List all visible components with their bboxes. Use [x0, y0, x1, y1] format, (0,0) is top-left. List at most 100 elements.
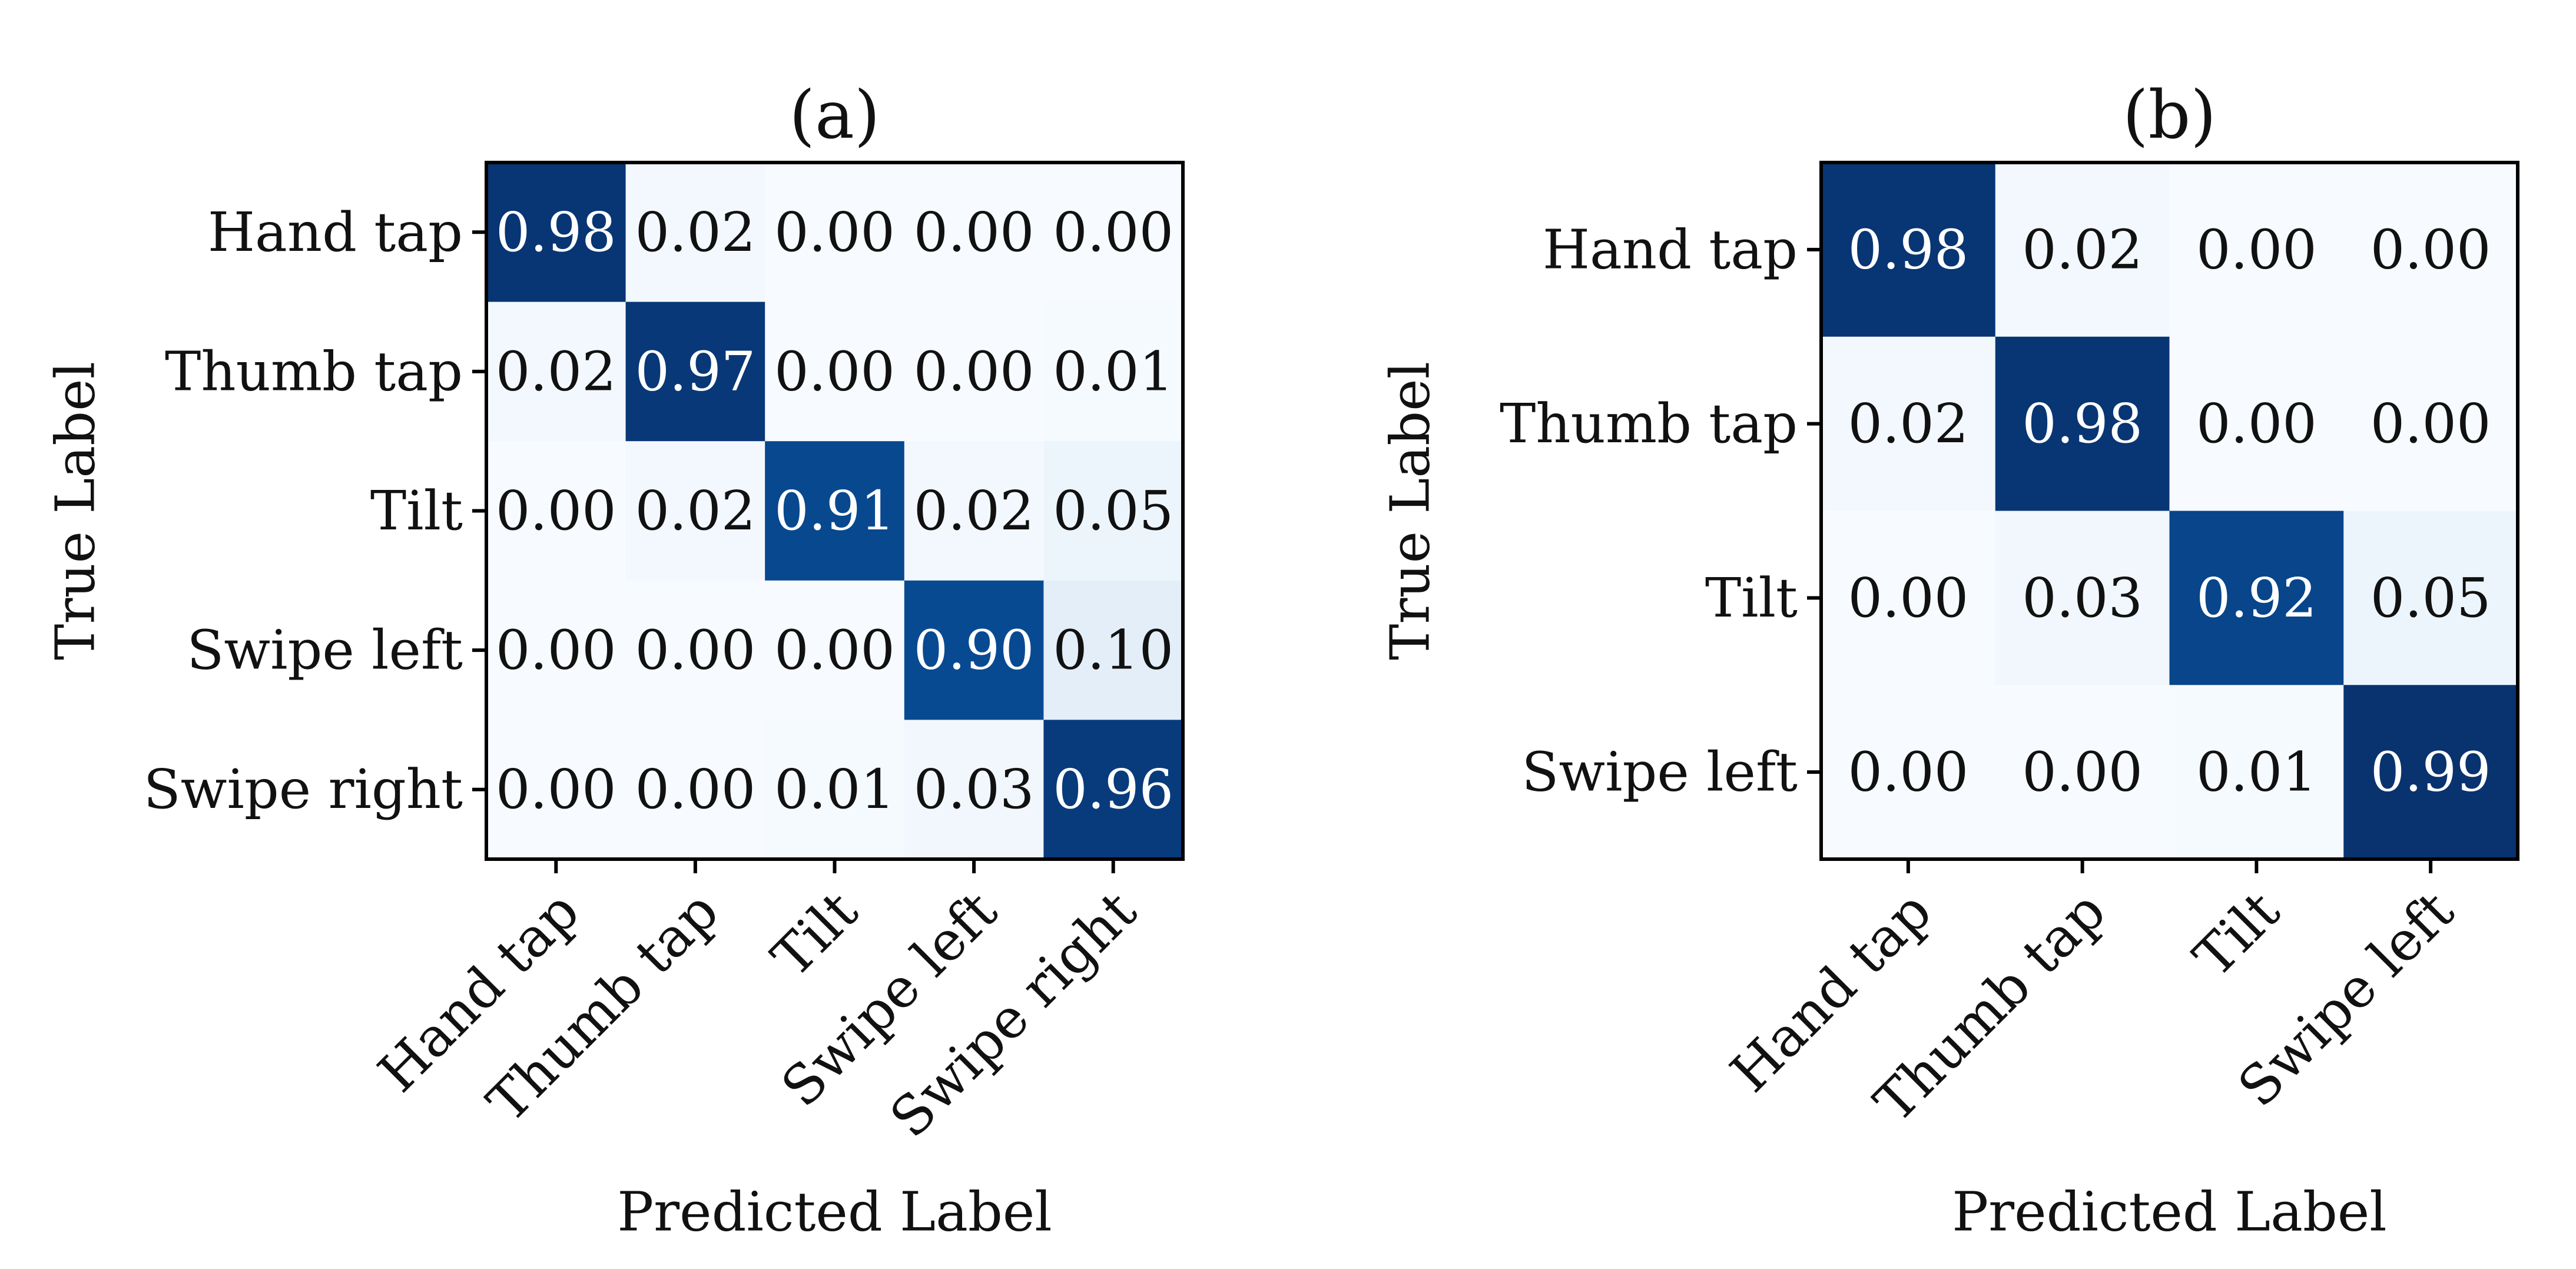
y-tick-label-b-thumb-tap: Thumb tap	[1500, 392, 1798, 455]
cell-value-b-r0-c0: 0.98	[1848, 218, 1968, 281]
cell-b-r0-c2	[2169, 163, 2344, 337]
cell-value-a-r2-c4: 0.05	[1053, 479, 1173, 542]
cell-value-a-r0-c2: 0.00	[774, 201, 895, 264]
cell-a-r0-c4	[1043, 163, 1183, 303]
cell-value-a-r0-c0: 0.98	[496, 201, 616, 264]
cell-a-r4-c4	[1043, 720, 1183, 860]
cell-value-a-r1-c2: 0.00	[774, 340, 895, 403]
cell-b-r3-c1	[1995, 685, 2170, 860]
cell-a-r3-c0	[486, 580, 626, 720]
cell-b-r0-c1	[1995, 163, 2170, 337]
cell-b-r1-c2	[2169, 336, 2344, 511]
cell-value-b-r0-c3: 0.00	[2371, 218, 2491, 281]
cell-a-r2-c4	[1043, 441, 1183, 581]
x-axis-label-a: Predicted Label	[617, 1181, 1052, 1244]
cell-b-r2-c2	[2169, 511, 2344, 685]
cell-a-r1-c2	[765, 301, 905, 442]
cell-value-a-r2-c1: 0.02	[635, 479, 755, 542]
cell-a-r4-c1	[625, 720, 765, 860]
cell-a-r2-c2	[765, 441, 905, 581]
cell-value-a-r2-c2: 0.91	[774, 479, 895, 542]
y-axis-label-a: True Label	[44, 362, 107, 660]
cell-value-b-r2-c1: 0.03	[2022, 566, 2143, 629]
chart-title-b: (b)	[2123, 77, 2216, 154]
cell-a-r2-c3	[904, 441, 1044, 581]
cell-a-r3-c4	[1043, 580, 1183, 720]
cell-value-a-r4-c2: 0.01	[774, 758, 895, 821]
cell-value-a-r4-c3: 0.03	[914, 758, 1035, 821]
cell-value-a-r0-c4: 0.00	[1053, 201, 1173, 264]
cell-a-r0-c1	[625, 163, 765, 303]
cell-b-r1-c3	[2343, 336, 2518, 511]
cell-b-r3-c2	[2169, 685, 2344, 860]
cell-value-b-r3-c3: 0.99	[2371, 741, 2491, 804]
cell-value-a-r0-c1: 0.02	[635, 201, 755, 264]
cell-b-r1-c1	[1995, 336, 2170, 511]
cell-value-b-r2-c3: 0.05	[2371, 566, 2491, 629]
cell-value-b-r0-c1: 0.02	[2022, 218, 2143, 281]
cell-value-b-r1-c1: 0.98	[2022, 392, 2143, 455]
y-tick-label-b-tilt: Tilt	[1705, 566, 1798, 629]
cell-a-r3-c2	[765, 580, 905, 720]
confusion-matrix-a: 0.98 0.02 0.00 0.00 0.00 0.02 0.97 0.00 0.00 0.01…	[44, 77, 1185, 1244]
cell-b-r2-c0	[1821, 511, 1996, 685]
cell-b-r0-c0	[1821, 163, 1996, 337]
plot-frame-b	[1819, 161, 2519, 861]
cell-value-a-r3-c0: 0.00	[496, 619, 616, 682]
cell-value-a-r0-c3: 0.00	[914, 201, 1035, 264]
cell-a-r0-c0	[486, 163, 626, 303]
cell-value-a-r4-c0: 0.00	[496, 758, 616, 821]
cell-a-r1-c3	[904, 301, 1044, 442]
cell-value-a-r1-c0: 0.02	[496, 340, 616, 403]
cell-value-a-r1-c3: 0.00	[914, 340, 1035, 403]
cell-value-a-r4-c4: 0.96	[1053, 758, 1173, 821]
cell-b-r1-c0	[1821, 336, 1996, 511]
y-tick-label-a-thumb-tap: Thumb tap	[165, 340, 463, 403]
cell-value-b-r1-c0: 0.02	[1848, 392, 1968, 455]
cell-value-b-r3-c1: 0.00	[2022, 741, 2143, 804]
cell-value-b-r2-c0: 0.00	[1848, 566, 1968, 629]
cell-a-r3-c3	[904, 580, 1044, 720]
y-axis-label-b: True Label	[1379, 362, 1442, 660]
cell-a-r0-c3	[904, 163, 1044, 303]
y-tick-label-b-swipe-left: Swipe left	[1521, 741, 1798, 804]
cell-value-a-r1-c1: 0.97	[635, 340, 755, 403]
y-tick-label-b-hand-tap: Hand tap	[1543, 218, 1798, 281]
cell-b-r3-c0	[1821, 685, 1996, 860]
x-axis-label-b: Predicted Label	[1952, 1181, 2386, 1244]
cell-value-a-r3-c4: 0.10	[1053, 619, 1173, 682]
cell-a-r4-c2	[765, 720, 905, 860]
cell-b-r3-c3	[2343, 685, 2518, 860]
cell-value-a-r3-c2: 0.00	[774, 619, 895, 682]
x-tick-label-b-tilt: Tilt	[2182, 879, 2292, 989]
cell-value-b-r2-c2: 0.92	[2196, 566, 2317, 629]
cell-b-r2-c3	[2343, 511, 2518, 685]
cell-value-b-r1-c2: 0.00	[2196, 392, 2317, 455]
cell-a-r1-c4	[1043, 301, 1183, 442]
cell-value-a-r4-c1: 0.00	[635, 758, 755, 821]
y-tick-label-a-swipe-left: Swipe left	[187, 619, 463, 682]
cell-value-b-r1-c3: 0.00	[2371, 392, 2491, 455]
cell-value-a-r3-c1: 0.00	[635, 619, 755, 682]
cell-a-r4-c0	[486, 720, 626, 860]
cell-b-r0-c3	[2343, 163, 2518, 337]
cell-a-r2-c1	[625, 441, 765, 581]
cell-a-r2-c0	[486, 441, 626, 581]
cell-a-r0-c2	[765, 163, 905, 303]
y-tick-label-a-tilt: Tilt	[370, 479, 463, 542]
chart-title-a: (a)	[789, 77, 880, 154]
cell-value-a-r3-c3: 0.90	[914, 619, 1035, 682]
cell-b-r2-c1	[1995, 511, 2170, 685]
cell-a-r1-c1	[625, 301, 765, 442]
cell-a-r3-c1	[625, 580, 765, 720]
x-tick-label-a-tilt: Tilt	[760, 879, 870, 989]
cell-value-a-r2-c3: 0.02	[914, 479, 1035, 542]
x-tick-label-a-swipe-right: Swipe right	[878, 879, 1148, 1149]
cell-a-r4-c3	[904, 720, 1044, 860]
cell-value-b-r3-c2: 0.01	[2196, 741, 2317, 804]
cell-value-b-r0-c2: 0.00	[2196, 218, 2317, 281]
y-tick-label-a-hand-tap: Hand tap	[208, 201, 463, 264]
cell-a-r1-c0	[486, 301, 626, 442]
cell-value-b-r3-c0: 0.00	[1848, 741, 1968, 804]
